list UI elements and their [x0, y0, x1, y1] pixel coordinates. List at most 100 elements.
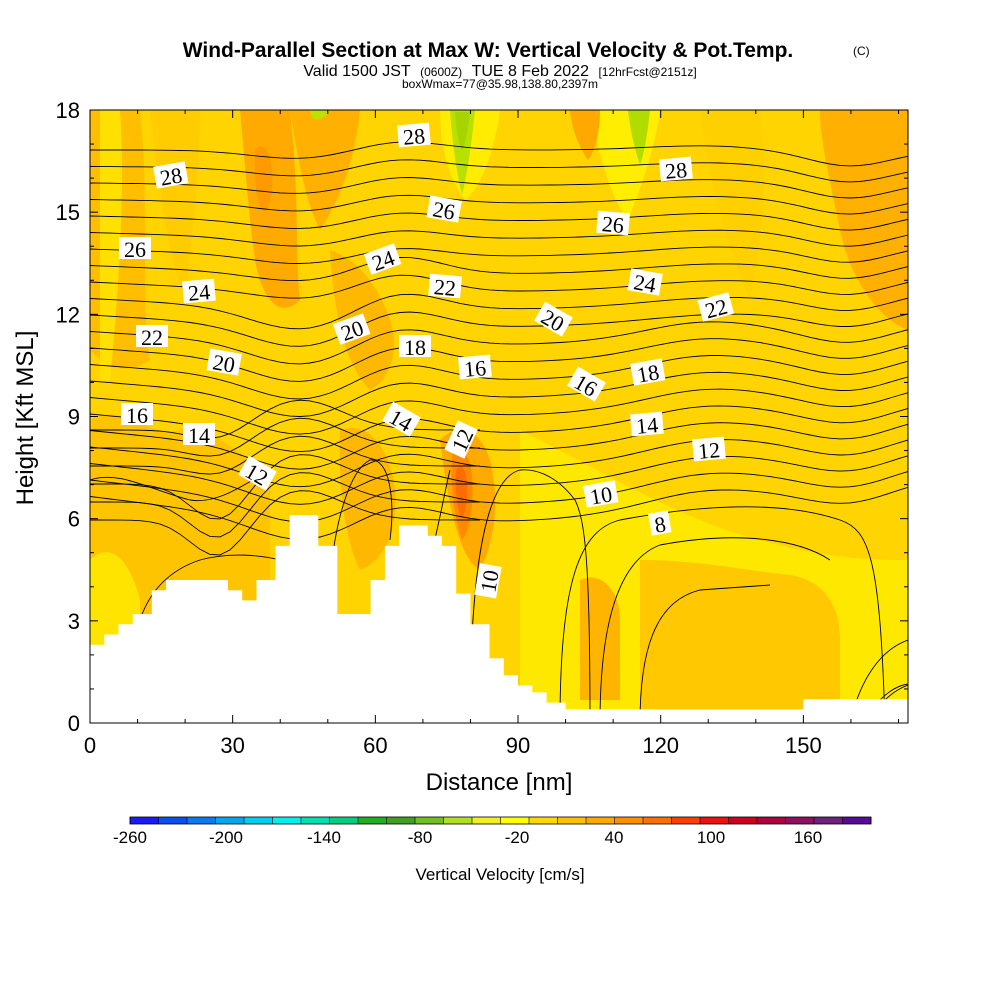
theta-label-box: [136, 325, 168, 347]
theta-label: 24: [182, 278, 216, 306]
theta-label: 26: [596, 210, 630, 238]
theta-label-text: 24: [632, 269, 658, 297]
theta-contour-upper: [90, 194, 908, 215]
x-tick-label: 120: [642, 733, 679, 758]
theta-label-text: 22: [141, 325, 163, 350]
theta-label-text: 28: [158, 162, 184, 190]
x-tick-label: 150: [785, 733, 822, 758]
subtitle-time: Valid 1500 JST: [303, 63, 411, 80]
theta-label-box: [363, 243, 402, 275]
colorbar-swatch: [728, 817, 758, 824]
colorbar-tick-label: 100: [697, 828, 725, 847]
theta-contour-upper: [90, 141, 908, 167]
colorbar-swatch: [671, 817, 701, 824]
theta-contour-upper: [90, 439, 908, 488]
colorbar-swatch: [215, 817, 245, 824]
up-region-l: [339, 428, 396, 570]
theta-label: 28: [153, 161, 189, 191]
colorbar-tick-label: -80: [408, 828, 433, 847]
x-axis-label: Distance [nm]: [426, 769, 573, 796]
theta-label-box: [183, 423, 215, 445]
theta-contour-east-b: [559, 506, 886, 723]
theta-contour-lower: [90, 435, 480, 475]
theta-label-box: [534, 301, 573, 337]
colorbar-swatch: [643, 817, 672, 824]
theta-contour-lower: [90, 490, 480, 556]
theta-contour-upper: [90, 455, 908, 505]
theta-label-text: 16: [126, 403, 148, 428]
theta-label: 16: [121, 403, 153, 428]
colorbar-swatch: [358, 817, 387, 824]
theta-label-text: 22: [433, 274, 457, 301]
theta-label: 18: [399, 335, 431, 360]
theta-label-box: [692, 436, 726, 462]
y-tick-label: 18: [56, 98, 80, 123]
theta-label: 10: [583, 480, 619, 510]
theta-label-box: [627, 268, 663, 296]
theta-contour-upper: [90, 471, 908, 523]
theta-label-text: 10: [475, 568, 503, 594]
theta-contour-upper: [90, 177, 908, 199]
up-region-f: [570, 110, 600, 160]
theta-label-box: [444, 420, 478, 459]
theta-contour-upper: [90, 212, 908, 231]
theta-label-box: [596, 210, 630, 236]
theta-label-box: [428, 273, 462, 299]
theta-label-text: 26: [431, 196, 457, 224]
colorbar-swatch: [472, 817, 501, 824]
theta-contour-east-g: [879, 683, 908, 701]
theta-contour-upper: [90, 388, 908, 435]
theta-label-text: 20: [211, 349, 237, 377]
theta-contour-upper: [90, 371, 908, 417]
colorbar-swatch: [301, 817, 330, 824]
theta-label: 28: [397, 122, 431, 150]
subtitle-utc: (0600Z): [420, 65, 462, 79]
y-axis: 0 3 6 9 12 15 18: [56, 98, 908, 736]
theta-label-text: 10: [588, 481, 614, 509]
theta-label-box: [583, 480, 619, 508]
chart-box-info: boxWmax=77@35.98,138.80,2397m: [402, 77, 598, 91]
y-tick-label: 9: [68, 405, 80, 430]
theta-label-box: [630, 411, 664, 437]
theta-label-box: [397, 122, 431, 148]
up-region-b: [290, 110, 360, 230]
theta-label-box: [238, 455, 277, 491]
colorbar-swatch: [130, 817, 159, 824]
subtitle-date: TUE 8 Feb 2022: [472, 63, 590, 80]
theta-label: 18: [630, 358, 666, 388]
y-tick-label: 3: [68, 609, 80, 634]
theta-label: 22: [428, 273, 462, 301]
up-region-k: [580, 577, 620, 700]
up-core-h2: [455, 466, 467, 517]
colorbar-tick-label: -200: [209, 828, 243, 847]
theta-label-box: [567, 366, 606, 402]
colorbar-swatch: [386, 817, 416, 824]
down-region-e: [628, 110, 650, 165]
theta-contour-west-a: [139, 554, 281, 621]
theta-contour-upper: [90, 405, 908, 453]
colorbar-swatch: [557, 817, 587, 824]
theta-contour-west-b: [329, 459, 393, 581]
y-tick-label: 12: [56, 302, 80, 327]
down-region-top: [310, 110, 330, 120]
colorbar-swatch: [415, 817, 444, 824]
theta-label-text: 12: [697, 437, 721, 464]
colorbar-tick-label: -260: [113, 828, 147, 847]
y-tick-label: 0: [68, 711, 80, 736]
theta-label: 26: [426, 195, 462, 225]
colorbar-label: Vertical Velocity [cm/s]: [415, 865, 584, 884]
subtitle-forecast: [12hrFcst@2151z]: [598, 65, 696, 79]
chart-subtitle: Valid 1500 JST (0600Z) TUE 8 Feb 2022 [1…: [303, 63, 696, 80]
theta-contour-upper: [90, 486, 908, 540]
colorbar-swatch: [700, 817, 729, 824]
theta-contour-lower: [90, 417, 480, 457]
theta-contour-upper: [90, 311, 908, 347]
up-region-right: [820, 110, 908, 330]
theta-label: 22: [697, 292, 735, 323]
colorbar-swatch: [158, 817, 188, 824]
colorbar-tick-label: 40: [605, 828, 624, 847]
terrain: [90, 515, 908, 723]
theta-contour-upper: [90, 274, 908, 299]
up-region-n: [700, 110, 765, 300]
